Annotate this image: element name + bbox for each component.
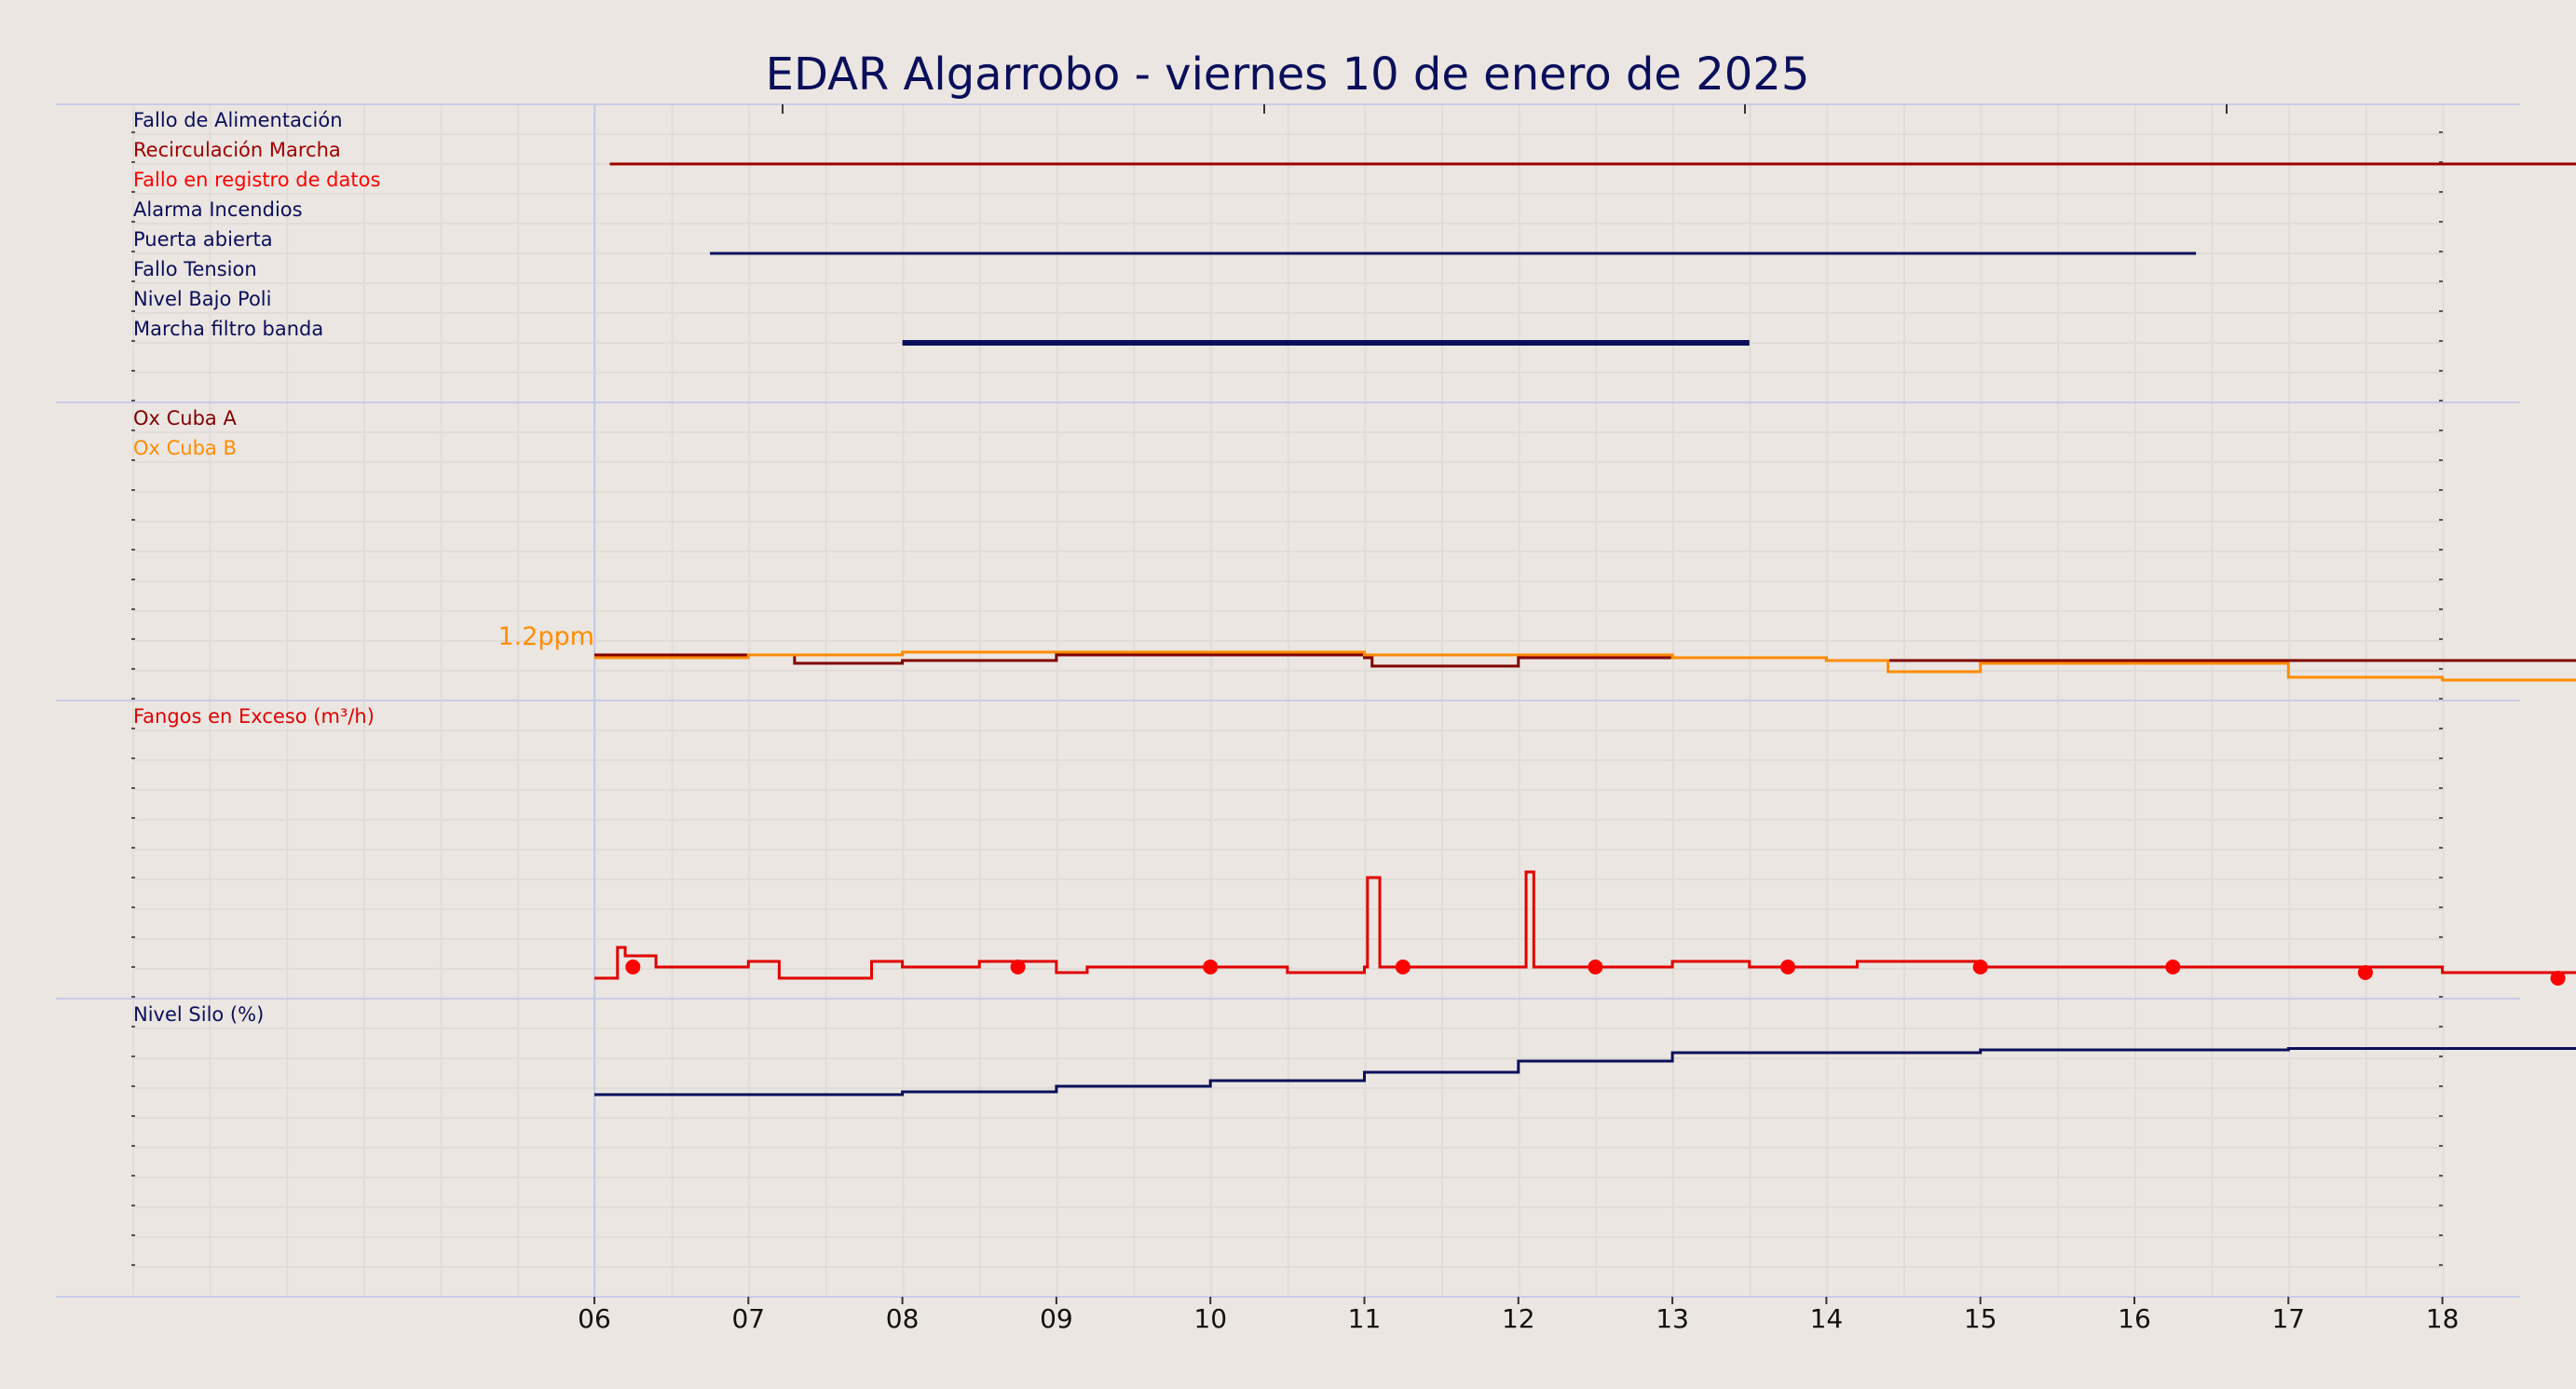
x-tick-label-10: 16 [2118, 1303, 2151, 1334]
marker-point-5 [1010, 960, 1026, 974]
legend-label-alarm-3: Alarma Incendios [133, 198, 303, 221]
legend-label-panel-sludge-0: Fangos en Exceso (m³/h) [133, 705, 375, 728]
marker-point-4 [625, 960, 641, 974]
legend-label-alarm-6: Nivel Bajo Poli [133, 288, 271, 310]
panel-alarms: Fallo de Alimentación Recirculación March… [133, 109, 2576, 346]
legend-label-alarm-4: Puerta abierta [133, 228, 273, 251]
series-line-panel-sludge-0 [594, 870, 2576, 980]
annotation-panel-oxygen-0: 1.2ppm [497, 622, 594, 651]
panel-sludge: Fangos en Exceso (m³/h)46m³/h8.8m³/h7.3m… [133, 705, 2576, 986]
x-tick-label-0: 06 [578, 1303, 611, 1334]
x-tick-label-11: 17 [2271, 1303, 2305, 1334]
x-tick-label-2: 08 [886, 1303, 920, 1334]
marker-point-9 [1780, 960, 1796, 974]
x-tick-label-1: 07 [731, 1303, 765, 1334]
marker-point-12 [2357, 965, 2373, 980]
legend-label-alarm-7: Marcha filtro banda [133, 318, 323, 340]
marker-point-6 [1203, 960, 1219, 974]
series-line-panel-silo-0 [594, 1047, 2576, 1096]
x-tick-label-3: 09 [1040, 1303, 1073, 1334]
x-tick-label-9: 15 [1964, 1303, 1997, 1334]
chart-title: EDAR Algarrobo - viernes 10 de enero de … [766, 48, 1810, 101]
grid-layer [56, 103, 2520, 1298]
legend-label-panel-oxygen-1: Ox Cuba B [133, 437, 237, 459]
x-tick-label-7: 13 [1656, 1303, 1689, 1334]
x-axis: 0607080910111213141516171819202122230001… [578, 1297, 2460, 1334]
series-line-panel-oxygen-1 [594, 650, 2576, 682]
panel-oxygen: Ox Cuba AOx Cuba B1.2ppm1.3ppm1.0ppm1.1p… [133, 407, 2576, 682]
legend-label-alarm-5: Fallo Tension [133, 258, 257, 280]
marker-point-10 [1972, 960, 1988, 974]
x-tick-label-5: 11 [1348, 1303, 1382, 1334]
marker-point-11 [2165, 960, 2181, 974]
panels-layer: Fallo de Alimentación Recirculación March… [133, 109, 2576, 1096]
legend-label-alarm-2: Fallo en registro de datos [133, 169, 380, 191]
x-tick-label-6: 12 [1502, 1303, 1535, 1334]
marker-point-7 [1395, 960, 1411, 974]
legend-label-alarm-0: Fallo de Alimentación [133, 109, 343, 131]
x-tick-label-12: 18 [2426, 1303, 2460, 1334]
legend-label-alarm-1: Recirculación Marcha [133, 139, 341, 161]
x-tick-label-8: 14 [1810, 1303, 1844, 1334]
x-tick-label-4: 10 [1193, 1303, 1227, 1334]
legend-label-panel-silo-0: Nivel Silo (%) [133, 1003, 264, 1026]
marker-point-13 [2550, 971, 2566, 986]
legend-label-panel-oxygen-0: Ox Cuba A [133, 407, 237, 429]
panel-silo: Nivel Silo (%)87%87% [133, 1003, 2576, 1096]
marker-point-8 [1588, 960, 1603, 974]
